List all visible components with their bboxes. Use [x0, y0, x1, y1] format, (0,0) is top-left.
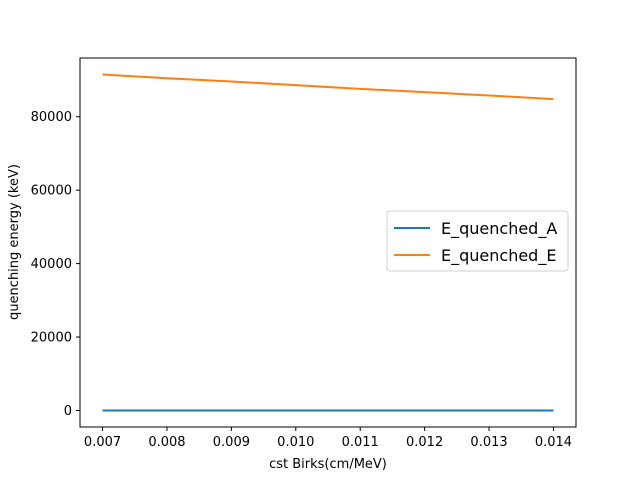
y-tick-label: 20000 — [31, 331, 72, 346]
x-axis-label: cst Birks(cm/MeV) — [269, 457, 387, 472]
y-axis-label: quenching energy (keV) — [7, 164, 22, 320]
x-tick-label: 0.014 — [535, 435, 572, 450]
x-tick-label: 0.008 — [148, 435, 185, 450]
x-tick-label: 0.011 — [342, 435, 379, 450]
legend-box — [386, 210, 569, 272]
legend: E_quenched_A E_quenched_E — [386, 210, 569, 272]
x-tick-label: 0.007 — [84, 435, 121, 450]
x-tick-label: 0.013 — [470, 435, 507, 450]
y-axis-ticks: 0 20000 40000 60000 80000 — [31, 110, 80, 419]
y-tick-label: 80000 — [31, 110, 72, 125]
x-axis-ticks: 0.007 0.008 0.009 0.010 0.011 0.012 0.013 0.014 — [84, 427, 572, 450]
legend-label-e-quenched-a: E_quenched_A — [441, 219, 557, 239]
x-tick-label: 0.009 — [213, 435, 250, 450]
y-tick-label: 0 — [64, 404, 72, 419]
x-tick-label: 0.012 — [406, 435, 443, 450]
legend-label-e-quenched-e: E_quenched_E — [441, 246, 556, 266]
series-line-e-quenched-e — [102, 73, 554, 101]
y-tick-label: 40000 — [31, 257, 72, 272]
series-lines — [102, 73, 554, 412]
y-tick-label: 60000 — [31, 184, 72, 199]
x-tick-label: 0.010 — [277, 435, 314, 450]
